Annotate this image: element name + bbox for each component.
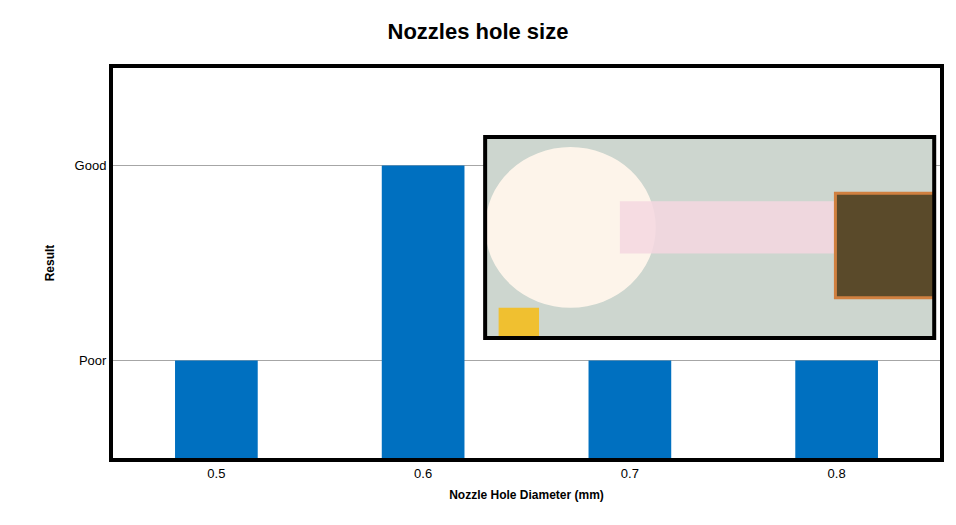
svg-text:Nozzle Hole Diameter (mm): Nozzle Hole Diameter (mm) [449,488,604,502]
svg-text:Nozzles hole size: Nozzles hole size [388,19,569,44]
svg-text:Good: Good [75,158,107,173]
svg-text:0.5: 0.5 [207,466,225,481]
svg-text:0.7: 0.7 [621,466,639,481]
svg-text:Result: Result [43,245,57,282]
svg-text:0.8: 0.8 [828,466,846,481]
svg-text:0.6: 0.6 [414,466,432,481]
svg-text:Poor: Poor [79,353,107,368]
